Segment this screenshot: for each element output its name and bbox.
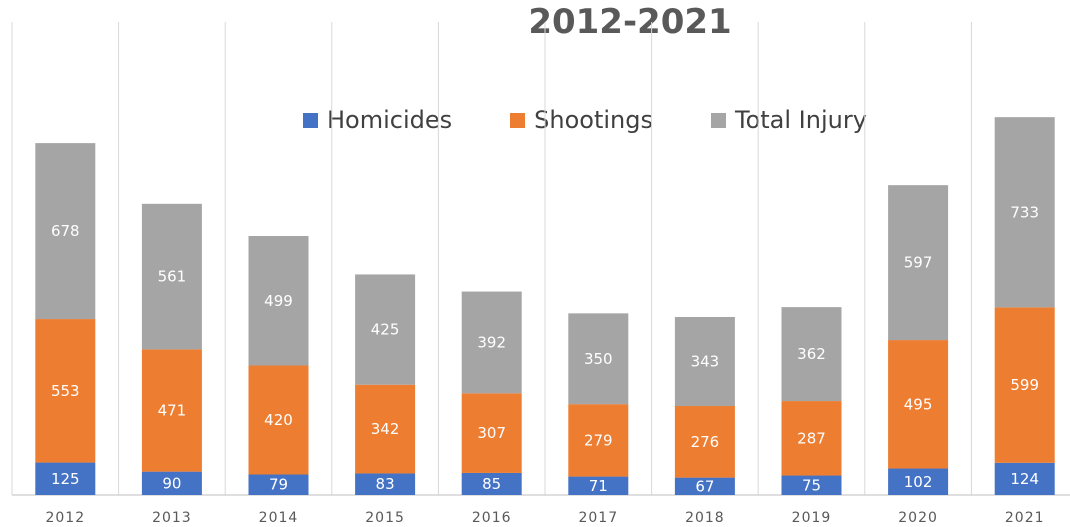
bar-total-injury-2018 <box>674 316 735 406</box>
legend-item-total-injury: Total Injury <box>711 106 867 134</box>
data-label-homicides-2012: 125 <box>51 470 80 488</box>
bar-total-injury-2021 <box>994 117 1055 308</box>
x-tick-label-2015: 2015 <box>365 510 405 526</box>
bar-total-injury-2017 <box>568 313 629 405</box>
legend-label-total-injury: Total Injury <box>735 106 867 134</box>
legend: Homicides Shootings Total Injury <box>303 106 867 134</box>
bar-total-injury-2019 <box>781 307 842 402</box>
bar-homicides-2013 <box>141 471 202 495</box>
x-tick-label-2020: 2020 <box>898 510 938 526</box>
legend-label-homicides: Homicides <box>327 106 453 134</box>
data-label-total-injury-2018: 343 <box>691 352 720 370</box>
bar-shootings-2020 <box>888 340 949 469</box>
data-label-shootings-2016: 307 <box>477 424 506 442</box>
x-tick-label-2013: 2013 <box>152 510 192 526</box>
bar-shootings-2012 <box>35 319 96 463</box>
bar-total-injury-2014 <box>248 236 309 366</box>
data-label-shootings-2014: 420 <box>264 411 293 429</box>
bar-total-injury-2013 <box>141 203 202 350</box>
data-label-total-injury-2019: 362 <box>797 345 826 363</box>
bar-homicides-2020 <box>888 468 949 495</box>
data-label-shootings-2019: 287 <box>797 429 826 447</box>
bar-shootings-2017 <box>568 404 629 477</box>
bar-homicides-2014 <box>248 474 309 495</box>
data-label-homicides-2016: 85 <box>482 475 501 493</box>
data-label-shootings-2021: 599 <box>1010 376 1039 394</box>
bar-homicides-2012 <box>35 462 96 495</box>
bar-total-injury-2016 <box>461 291 522 394</box>
legend-item-shootings: Shootings <box>510 106 653 134</box>
legend-item-homicides: Homicides <box>303 106 452 134</box>
data-label-homicides-2019: 75 <box>802 476 821 494</box>
bar-shootings-2014 <box>248 365 309 475</box>
bar-total-injury-2020 <box>888 185 949 341</box>
bar-total-injury-2012 <box>35 143 96 320</box>
x-tick-label-2012: 2012 <box>45 510 85 526</box>
bar-total-injury-2015 <box>355 274 416 385</box>
data-label-shootings-2013: 471 <box>158 402 187 420</box>
data-label-shootings-2017: 279 <box>584 431 613 449</box>
legend-swatch-total-injury <box>711 112 726 128</box>
bar-homicides-2016 <box>461 472 522 495</box>
bar-homicides-2018 <box>674 477 735 495</box>
bar-shootings-2015 <box>355 384 416 474</box>
data-label-total-injury-2017: 350 <box>584 350 613 368</box>
data-label-homicides-2021: 124 <box>1010 470 1039 488</box>
data-label-shootings-2015: 342 <box>371 420 400 438</box>
bar-homicides-2015 <box>355 473 416 495</box>
bar-shootings-2021 <box>994 307 1055 463</box>
chart-title: 2012-2021 <box>528 2 732 42</box>
data-label-shootings-2020: 495 <box>904 395 933 413</box>
legend-label-shootings: Shootings <box>534 106 653 134</box>
data-label-shootings-2012: 553 <box>51 382 80 400</box>
x-tick-label-2021: 2021 <box>1005 510 1045 526</box>
data-label-total-injury-2012: 678 <box>51 222 80 240</box>
legend-swatch-shootings <box>510 112 526 128</box>
x-tick-label-2017: 2017 <box>578 510 618 526</box>
bar-shootings-2016 <box>461 393 522 473</box>
data-label-shootings-2018: 276 <box>691 433 720 451</box>
x-tick-label-2016: 2016 <box>472 510 512 526</box>
data-label-homicides-2020: 102 <box>904 473 933 491</box>
bar-shootings-2019 <box>781 401 842 476</box>
data-label-homicides-2017: 71 <box>589 477 608 495</box>
bar-homicides-2021 <box>994 462 1055 495</box>
x-tick-label-2018: 2018 <box>685 510 725 526</box>
data-label-total-injury-2016: 392 <box>477 333 506 351</box>
data-label-total-injury-2013: 561 <box>158 268 187 286</box>
bar-shootings-2018 <box>674 405 735 478</box>
data-label-total-injury-2020: 597 <box>904 254 933 272</box>
data-label-homicides-2014: 79 <box>269 476 288 494</box>
data-label-total-injury-2014: 499 <box>264 292 293 310</box>
bar-homicides-2017 <box>568 476 629 495</box>
x-tick-label-2019: 2019 <box>792 510 832 526</box>
data-label-total-injury-2021: 733 <box>1010 203 1039 221</box>
data-label-total-injury-2015: 425 <box>371 321 400 339</box>
bar-shootings-2013 <box>141 349 202 472</box>
x-tick-label-2014: 2014 <box>259 510 299 526</box>
data-label-homicides-2013: 90 <box>162 474 181 492</box>
data-label-homicides-2018: 67 <box>695 477 714 495</box>
data-label-homicides-2015: 83 <box>376 475 395 493</box>
bar-homicides-2019 <box>781 475 842 495</box>
legend-swatch-homicides <box>303 112 318 128</box>
